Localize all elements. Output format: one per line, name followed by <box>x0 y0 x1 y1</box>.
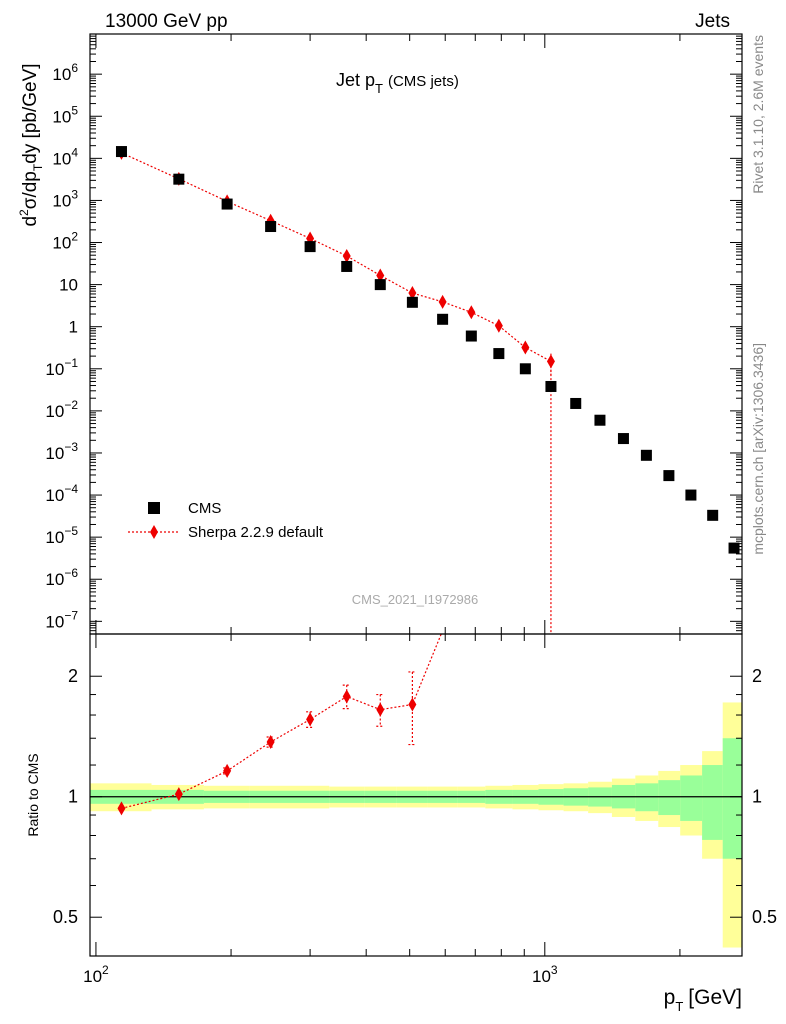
cms-point <box>173 173 185 185</box>
y-tick-label: 103 <box>52 187 78 210</box>
ratio-sherpa-point <box>408 697 417 712</box>
ratio-y-tick-label: 2 <box>68 666 78 686</box>
cms-point <box>341 260 353 272</box>
ratio-y-tick-label: 0.5 <box>53 907 78 927</box>
cms-point <box>617 433 629 445</box>
cms-point <box>465 330 477 342</box>
ratio-sherpa-point <box>223 763 232 778</box>
ratio-y-axis-label: Ratio to CMS <box>25 753 41 836</box>
x-axis-label: pT [GeV] <box>664 986 742 1014</box>
y-tick-label: 10−6 <box>45 566 78 589</box>
cms-point <box>437 313 449 325</box>
cms-point <box>115 146 127 158</box>
tick-labels: 10610510410310210110−110−210−310−410−510… <box>45 61 777 986</box>
cms-point <box>406 296 418 308</box>
ratio-sherpa-point <box>376 702 385 717</box>
plot-frames <box>89 33 743 957</box>
cms-point <box>685 489 697 501</box>
ratio-y-tick-label-right: 2 <box>752 666 762 686</box>
chart-title: Jet pT (CMS jets) <box>336 70 459 96</box>
ratio-y-tick-label-right: 1 <box>752 787 762 807</box>
rivet-label: Rivet 3.1.10, 2.6M events <box>750 35 766 194</box>
ratio-sherpa-point <box>342 689 351 704</box>
sherpa-point <box>546 354 555 369</box>
ratio-y-tick-label-right: 0.5 <box>752 907 777 927</box>
watermark: CMS_2021_I1972986 <box>352 592 479 607</box>
y-tick-label: 10−3 <box>45 440 78 463</box>
y-tick-label: 1 <box>69 318 78 337</box>
x-tick-label: 102 <box>83 963 109 986</box>
axis-ticks <box>90 33 742 956</box>
band-inner-bin <box>722 738 742 859</box>
ratio-frame <box>89 633 743 957</box>
legend: CMS Sherpa 2.2.9 default <box>128 500 324 541</box>
ratio-sherpa-point <box>174 787 183 802</box>
band-inner-bin <box>658 780 681 816</box>
ratio-series-sherpa <box>117 633 442 816</box>
sherpa-line <box>121 152 552 634</box>
y-tick-label: 10−4 <box>45 482 78 505</box>
y-tick-label: 10−2 <box>45 398 78 421</box>
y-tick-label: 105 <box>52 103 78 126</box>
cms-point <box>304 241 316 253</box>
main-y-axis-label: d2σ/dpTdy [pb/GeV] <box>17 63 45 226</box>
cms-point <box>707 509 719 521</box>
legend-label-cms: CMS <box>188 500 221 517</box>
header-right: Jets <box>695 11 730 32</box>
sherpa-point <box>342 248 351 263</box>
ratio-sherpa-point <box>117 801 126 816</box>
y-tick-label: 10−1 <box>45 356 78 379</box>
y-tick-label: 10−7 <box>45 608 78 631</box>
x-tick-label: 103 <box>532 963 558 986</box>
y-tick-label: 10−5 <box>45 524 78 547</box>
sherpa-point <box>494 318 503 333</box>
cms-point <box>374 279 386 291</box>
cms-point <box>519 363 531 375</box>
cms-point <box>265 221 277 233</box>
cms-point <box>594 414 606 426</box>
cms-point <box>493 348 505 360</box>
cms-point <box>728 542 740 554</box>
sherpa-point <box>376 268 385 283</box>
y-tick-label: 10 <box>59 276 78 295</box>
y-tick-label: 104 <box>52 145 78 168</box>
y-tick-label: 106 <box>52 61 78 84</box>
sherpa-point <box>521 340 530 355</box>
header-left: 13000 GeV pp <box>105 11 228 32</box>
cms-point <box>545 380 557 392</box>
cms-point <box>640 449 652 461</box>
legend-marker-sherpa <box>150 525 158 539</box>
ratio-sherpa-point <box>266 734 275 749</box>
sherpa-point <box>408 286 417 301</box>
ratio-sherpa-point <box>306 712 315 727</box>
y-tick-label: 102 <box>52 230 78 253</box>
main-frame <box>89 33 743 635</box>
mcplots-label: mcplots.cern.ch [arXiv:1306.3436] <box>750 343 766 555</box>
uncertainty-band <box>90 702 742 948</box>
series-sherpa <box>117 145 555 634</box>
band-inner-bin <box>680 775 703 821</box>
cms-point <box>570 397 582 409</box>
series-cms <box>115 146 740 554</box>
cms-point <box>221 198 233 210</box>
legend-label-sherpa: Sherpa 2.2.9 default <box>188 524 324 541</box>
sherpa-point <box>438 294 447 309</box>
ratio-y-tick-label: 1 <box>68 787 78 807</box>
ratio-sherpa-line <box>121 633 442 809</box>
sherpa-point <box>467 305 476 320</box>
cms-point <box>663 470 675 482</box>
band-inner-bin <box>702 765 723 840</box>
legend-marker-cms <box>148 502 160 514</box>
